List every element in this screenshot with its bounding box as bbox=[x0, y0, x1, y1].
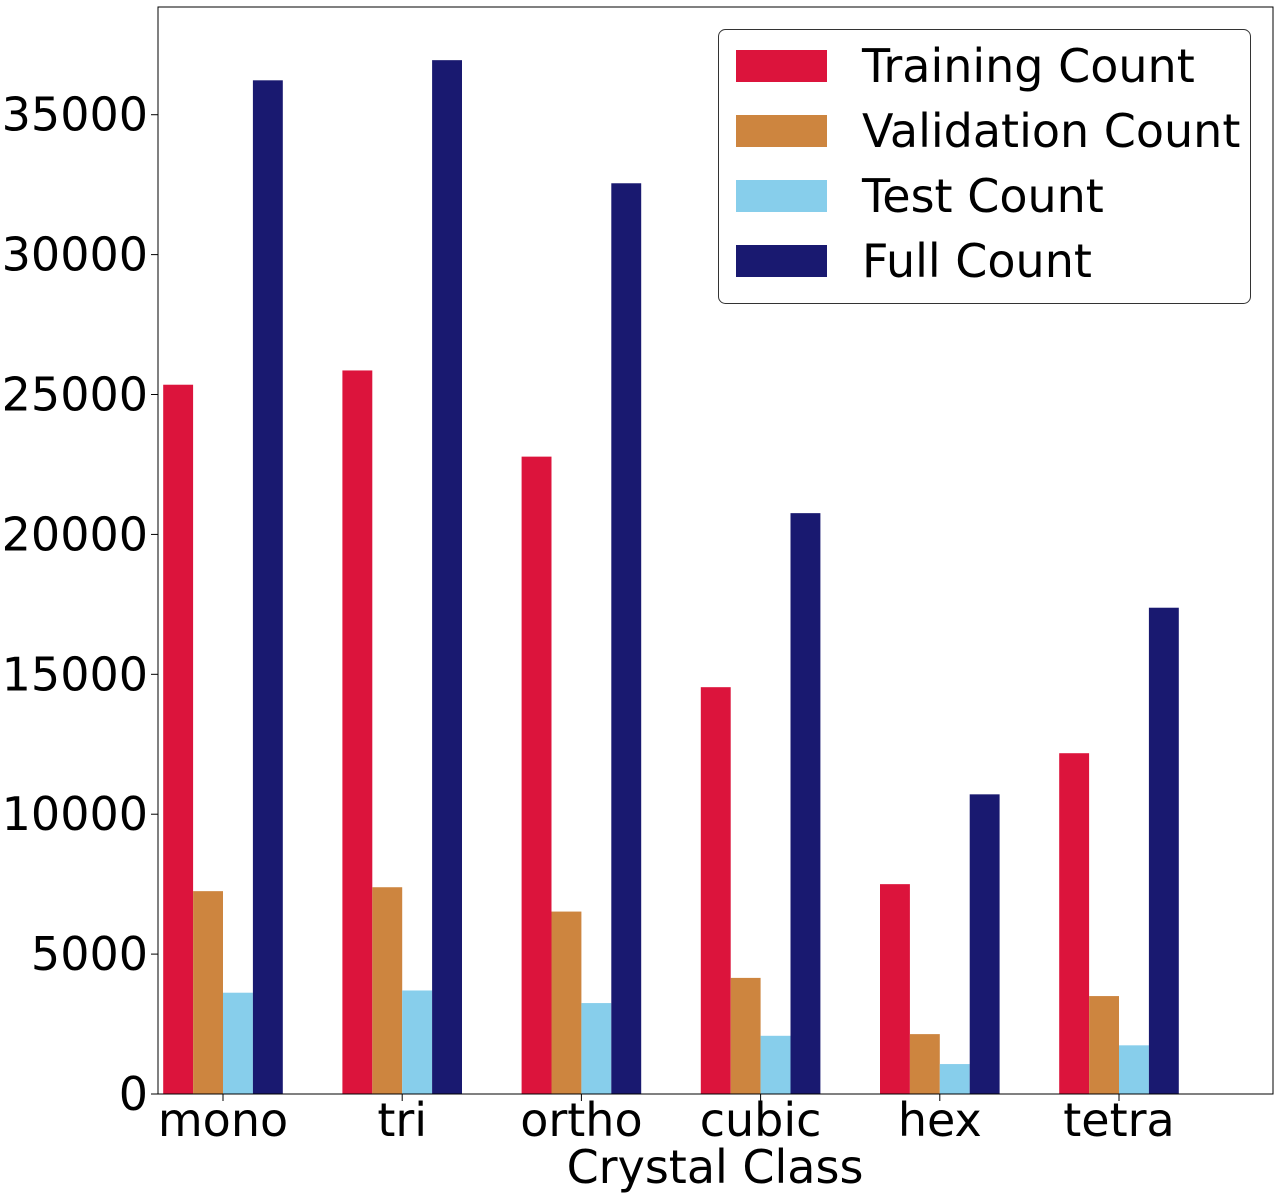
legend-box bbox=[718, 29, 1251, 304]
bar-hex-full-count bbox=[969, 794, 1000, 1094]
x-tick-label-tetra: tetra bbox=[1063, 1093, 1174, 1147]
bar-mono-test-count bbox=[223, 992, 253, 1094]
bar-hex-training-count bbox=[880, 884, 910, 1094]
y-tick-label: 25000 bbox=[2, 368, 148, 422]
bar-tri-test-count bbox=[402, 990, 433, 1094]
legend-label-training-count: Training Count bbox=[861, 39, 1195, 93]
bar-hex-validation-count bbox=[909, 1034, 940, 1094]
legend-label-full-count: Full Count bbox=[862, 234, 1092, 288]
y-tick-label: 5000 bbox=[31, 927, 148, 981]
bar-ortho-test-count bbox=[581, 1003, 612, 1094]
y-tick-label: 30000 bbox=[2, 228, 148, 282]
bar-ortho-validation-count bbox=[551, 911, 582, 1094]
x-tick-label-cubic: cubic bbox=[700, 1093, 822, 1147]
legend: Training Count Validation Count Test Count… bbox=[718, 29, 1251, 304]
x-axis-ticks: mono tri ortho cubic hex tetra bbox=[158, 1093, 1175, 1147]
y-tick-label: 15000 bbox=[2, 647, 148, 701]
bar-tri-training-count bbox=[342, 370, 373, 1094]
x-tick-label-mono: mono bbox=[158, 1093, 288, 1147]
bar-cubic-validation-count bbox=[730, 977, 761, 1094]
y-tick-label: 10000 bbox=[2, 787, 148, 841]
bar-tetra-full-count bbox=[1148, 607, 1179, 1094]
bar-cubic-full-count bbox=[790, 513, 821, 1094]
y-tick-label: 0 bbox=[119, 1067, 148, 1121]
bar-tri-validation-count bbox=[372, 887, 403, 1094]
bars-group bbox=[163, 60, 1179, 1095]
x-axis-label: Crystal Class bbox=[567, 1140, 864, 1194]
legend-label-test-count: Test Count bbox=[861, 169, 1104, 223]
bar-cubic-test-count bbox=[760, 1035, 791, 1094]
x-tick-label-ortho: ortho bbox=[520, 1093, 642, 1147]
legend-label-validation-count: Validation Count bbox=[862, 104, 1240, 158]
bar-tri-full-count bbox=[432, 60, 462, 1094]
bar-tetra-training-count bbox=[1059, 753, 1090, 1094]
bar-mono-validation-count bbox=[193, 891, 223, 1094]
bar-mono-full-count bbox=[252, 80, 283, 1094]
bar-ortho-full-count bbox=[611, 183, 642, 1094]
bar-cubic-training-count bbox=[700, 687, 731, 1094]
bar-ortho-training-count bbox=[521, 456, 552, 1094]
bar-tetra-validation-count bbox=[1089, 996, 1119, 1094]
plot-frame bbox=[157, 6, 1274, 1095]
y-tick-label: 35000 bbox=[2, 88, 148, 142]
y-axis-ticks: 0 5000 10000 15000 20000 25000 30000 35000 bbox=[2, 88, 158, 1121]
legend-swatch-test-count bbox=[736, 180, 827, 212]
bar-tetra-test-count bbox=[1119, 1045, 1149, 1094]
legend-swatch-validation-count bbox=[736, 115, 827, 147]
bar-hex-test-count bbox=[939, 1064, 970, 1094]
x-tick-label-tri: tri bbox=[377, 1093, 427, 1147]
legend-swatch-full-count bbox=[736, 245, 827, 277]
bar-mono-training-count bbox=[163, 384, 194, 1095]
x-tick-label-hex: hex bbox=[898, 1093, 982, 1147]
legend-swatch-training-count bbox=[736, 50, 827, 82]
y-tick-label: 20000 bbox=[2, 507, 148, 561]
